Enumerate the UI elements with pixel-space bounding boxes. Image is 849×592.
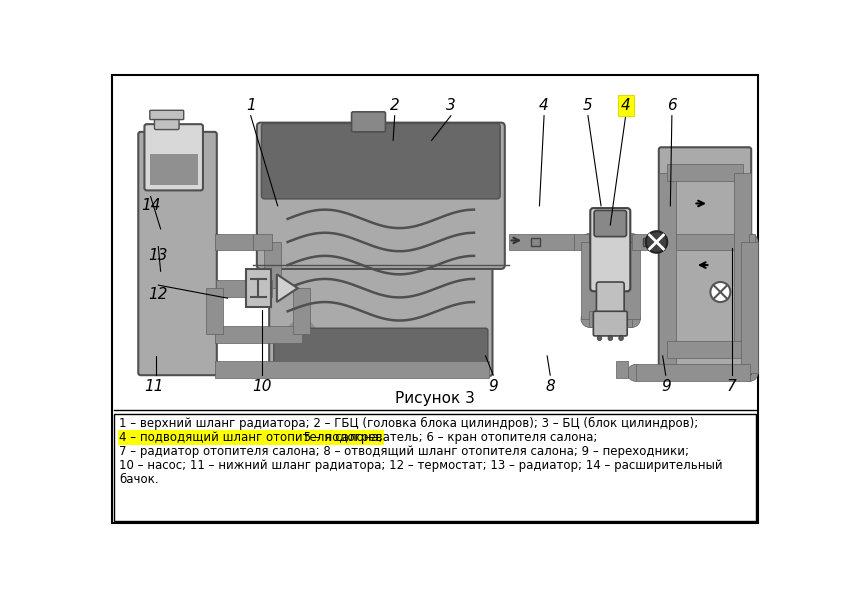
Circle shape — [734, 164, 751, 181]
Bar — [616, 361, 628, 378]
Text: 3: 3 — [446, 98, 456, 113]
FancyBboxPatch shape — [144, 124, 203, 191]
Text: бачок.: бачок. — [119, 472, 159, 485]
Bar — [749, 233, 755, 250]
Text: 10 – насос; 11 – нижний шланг радиатора; 12 – термостат; 13 – радиатор; 14 – рас: 10 – насос; 11 – нижний шланг радиатора;… — [119, 459, 722, 472]
Text: 4: 4 — [539, 98, 549, 113]
Bar — [149, 154, 198, 185]
Text: 2: 2 — [390, 98, 400, 113]
Bar — [667, 342, 743, 358]
Circle shape — [659, 342, 676, 358]
Bar — [636, 365, 750, 381]
Circle shape — [619, 336, 623, 340]
Circle shape — [623, 233, 640, 250]
Text: 4 – подводящий шланг отопителя салона;: 4 – подводящий шланг отопителя салона; — [119, 431, 383, 444]
Bar — [574, 233, 589, 250]
Text: 5: 5 — [583, 98, 593, 113]
Text: 7: 7 — [727, 379, 737, 394]
Text: 9: 9 — [488, 379, 498, 394]
Bar — [632, 233, 661, 250]
Circle shape — [711, 282, 730, 302]
Circle shape — [627, 365, 644, 381]
Text: 10: 10 — [252, 379, 272, 394]
FancyBboxPatch shape — [261, 123, 500, 199]
Bar — [215, 233, 253, 250]
Bar — [293, 288, 310, 334]
Circle shape — [206, 326, 223, 343]
FancyBboxPatch shape — [659, 147, 751, 375]
Circle shape — [206, 279, 223, 297]
FancyBboxPatch shape — [138, 132, 216, 375]
Bar — [734, 173, 751, 350]
FancyBboxPatch shape — [597, 282, 624, 317]
Text: 7 – радиатор отопителя салона; 8 – отводящий шланг отопителя салона; 9 – переход: 7 – радиатор отопителя салона; 8 – отвод… — [119, 445, 689, 458]
Text: 4: 4 — [621, 98, 631, 113]
Bar — [253, 233, 273, 250]
Bar — [667, 164, 743, 181]
Circle shape — [741, 233, 758, 250]
Text: 1: 1 — [246, 98, 256, 113]
FancyBboxPatch shape — [149, 110, 183, 120]
Bar — [661, 233, 745, 250]
Circle shape — [659, 164, 676, 181]
Circle shape — [581, 311, 598, 327]
Circle shape — [734, 342, 751, 358]
Text: 6: 6 — [667, 98, 677, 113]
Bar — [509, 233, 574, 250]
Circle shape — [206, 233, 223, 250]
FancyBboxPatch shape — [257, 123, 505, 269]
Bar — [659, 173, 676, 373]
FancyBboxPatch shape — [269, 262, 492, 376]
Bar — [115, 414, 756, 521]
Bar — [581, 242, 598, 319]
Text: 8: 8 — [545, 379, 555, 394]
Text: 14: 14 — [141, 198, 160, 213]
Text: 5 – подогреватель; 6 – кран отопителя салона;: 5 – подогреватель; 6 – кран отопителя са… — [301, 431, 598, 444]
Bar — [589, 311, 632, 327]
FancyBboxPatch shape — [351, 112, 385, 132]
Circle shape — [293, 326, 310, 343]
FancyBboxPatch shape — [273, 328, 488, 375]
Bar — [741, 242, 758, 373]
Bar — [215, 326, 301, 343]
FancyBboxPatch shape — [590, 208, 630, 291]
Bar — [264, 242, 281, 288]
Text: 9: 9 — [661, 379, 671, 394]
Bar — [643, 238, 652, 246]
Text: Рисунок 3: Рисунок 3 — [395, 391, 475, 406]
Bar — [215, 361, 489, 378]
Text: 13: 13 — [149, 248, 168, 263]
Bar — [531, 238, 540, 246]
Text: 1 – верхний шланг радиатора; 2 – ГБЦ (головка блока цилиндров); 3 – БЦ (блок цил: 1 – верхний шланг радиатора; 2 – ГБЦ (го… — [119, 417, 698, 430]
Circle shape — [623, 311, 640, 327]
Circle shape — [646, 231, 667, 253]
FancyBboxPatch shape — [594, 210, 627, 237]
Text: 12: 12 — [149, 287, 168, 302]
Bar — [246, 269, 271, 307]
Bar — [216, 279, 273, 297]
Text: 11: 11 — [144, 379, 164, 394]
Bar — [623, 242, 640, 319]
Circle shape — [597, 336, 602, 340]
Circle shape — [608, 336, 613, 340]
Bar — [206, 288, 223, 334]
Polygon shape — [277, 274, 298, 302]
Circle shape — [741, 365, 758, 381]
FancyBboxPatch shape — [155, 115, 179, 130]
Circle shape — [581, 233, 598, 250]
FancyBboxPatch shape — [593, 311, 627, 336]
